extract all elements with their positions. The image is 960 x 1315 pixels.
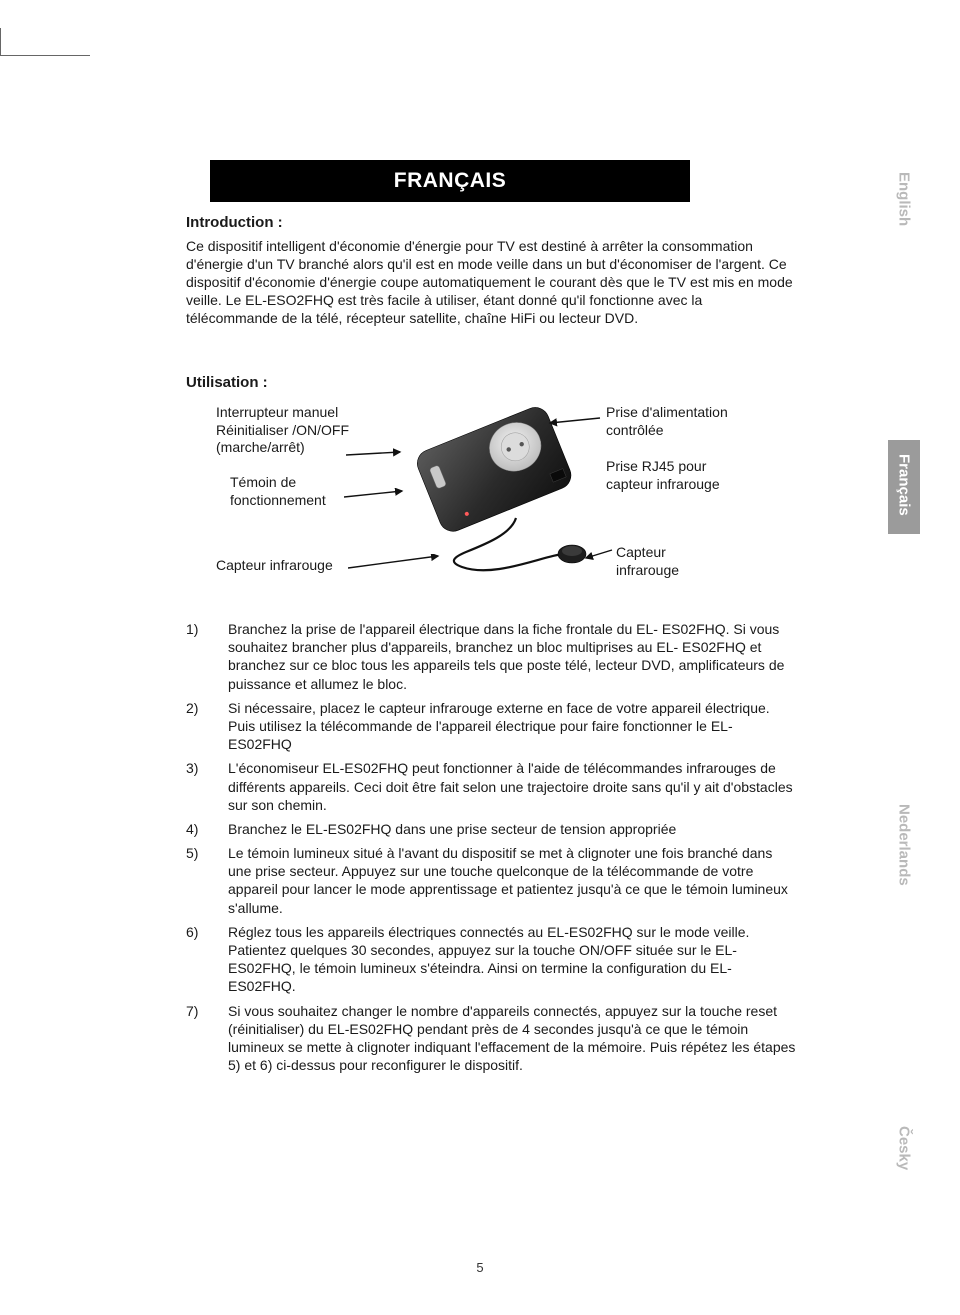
step-item: 2) Si nécessaire, placez le capteur infra… [186,699,796,754]
page: FRANÇAIS Introduction : Ce dispositif in… [0,0,960,1315]
language-title-bar: FRANÇAIS [210,160,690,202]
arrow-icon [346,448,406,462]
step-number: 5) [186,844,198,862]
heading-utilisation: Utilisation : [186,374,268,391]
arrow-icon [344,488,408,502]
step-text: L'économiseur EL-ES02FHQ peut fonctionne… [228,760,793,812]
arrow-icon [546,414,604,428]
step-text: Réglez tous les appareils électriques co… [228,924,749,995]
page-number: 5 [0,1260,960,1275]
step-text: Si nécessaire, placez le capteur infraro… [228,700,770,752]
introduction-text: Ce dispositif intelligent d'économie d'é… [186,238,796,328]
step-number: 3) [186,759,198,777]
lang-tab-cesky[interactable]: Česky [888,1112,920,1188]
lang-tab-nederlands[interactable]: Nederlands [888,790,920,904]
label-ir-sensor-right: Capteur infrarouge [616,544,796,579]
product-diagram: Interrupteur manuel Réinitialiser /ON/OF… [186,396,796,616]
step-number: 6) [186,923,198,941]
steps-list: 1) Branchez la prise de l'appareil électr… [186,620,796,1080]
lang-tab-francais[interactable]: Français [888,440,920,534]
step-item: 1) Branchez la prise de l'appareil électr… [186,620,796,693]
lang-tab-english[interactable]: English [888,158,920,244]
label-rj45-socket: Prise RJ45 pour capteur infrarouge [606,458,786,493]
step-text: Branchez le EL-ES02FHQ dans une prise se… [228,821,676,837]
step-item: 5) Le témoin lumineux situé à l'avant du … [186,844,796,917]
product-illustration [396,404,596,574]
heading-introduction: Introduction : [186,214,283,231]
step-number: 1) [186,620,198,638]
step-number: 7) [186,1002,198,1020]
step-number: 4) [186,820,198,838]
arrow-icon [348,554,444,574]
step-text: Branchez la prise de l'appareil électriq… [228,621,784,692]
arrow-icon [582,544,616,564]
label-controlled-outlet: Prise d'alimentation contrôlée [606,404,786,439]
step-text: Si vous souhaitez changer le nombre d'ap… [228,1003,795,1074]
step-number: 2) [186,699,198,717]
step-item: 7) Si vous souhaitez changer le nombre d'… [186,1002,796,1075]
step-item: 6) Réglez tous les appareils électriques … [186,923,796,996]
corner-stub [0,28,90,56]
step-item: 3) L'économiseur EL-ES02FHQ peut fonction… [186,759,796,814]
step-item: 4) Branchez le EL-ES02FHQ dans une prise … [186,820,796,838]
step-text: Le témoin lumineux situé à l'avant du di… [228,845,788,916]
